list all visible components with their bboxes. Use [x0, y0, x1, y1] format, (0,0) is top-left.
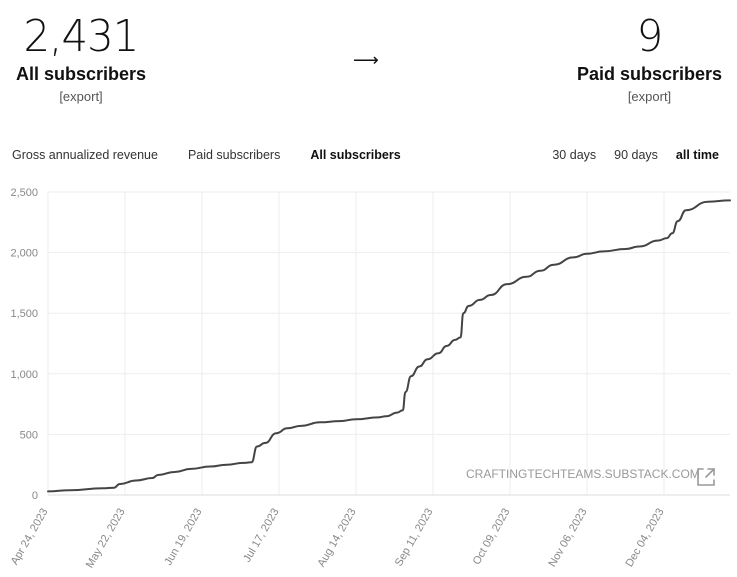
paid-subscribers-label: Paid subscribers [576, 64, 723, 84]
paid-subscribers-stat: 9 Paid subscribers [export] [562, 10, 737, 106]
all-subscribers-label: All subscribers [15, 64, 147, 84]
range-90-days[interactable]: 90 days [614, 148, 658, 162]
y-tick-label: 1,000 [10, 369, 38, 381]
y-tick-label: 0 [32, 490, 38, 502]
x-tick-label: Jun 19, 2023 [162, 507, 204, 568]
all-subscribers-count: 2,431 [23, 11, 140, 62]
arrow-right-icon: ⟶ [353, 50, 379, 70]
x-tick-label: Sep 11, 2023 [393, 507, 436, 569]
x-tick-label: Apr 24, 2023 [9, 507, 51, 568]
x-tick-label: Oct 09, 2023 [471, 507, 513, 568]
export-all-subscribers-link[interactable]: [export] [59, 89, 103, 104]
toggle-paid-subscribers[interactable]: Paid subscribers [187, 148, 281, 162]
paid-subscribers-count: 9 [636, 11, 664, 62]
external-link-icon [697, 468, 715, 486]
x-tick-label: May 22, 2023 [84, 507, 128, 571]
subscriber-growth-chart: 0 500 1,000 1,500 2,000 2,500 Apr 24, 2023 May… [9, 187, 731, 571]
chart-grid [47, 191, 730, 496]
y-axis-ticks: 0 500 1,000 1,500 2,000 2,500 [10, 187, 38, 502]
y-tick-label: 2,500 [10, 187, 38, 199]
x-tick-label: Jul 17, 2023 [241, 507, 281, 565]
toggle-gross-annualized-revenue[interactable]: Gross annualized revenue [12, 148, 158, 162]
toggle-all-subscribers[interactable]: All subscribers [310, 148, 401, 162]
x-axis-ticks: Apr 24, 2023 May 22, 2023 Jun 19, 2023 Jul … [9, 507, 667, 571]
y-tick-label: 500 [20, 429, 38, 441]
y-tick-label: 2,000 [10, 248, 38, 260]
range-all-time[interactable]: all time [675, 148, 719, 162]
x-tick-label: Aug 14, 2023 [315, 507, 358, 570]
range-30-days[interactable]: 30 days [552, 148, 597, 162]
export-paid-subscribers-link[interactable]: [export] [627, 89, 672, 104]
watermark[interactable]: CRAFTINGTECHTEAMS.SUBSTACK.COM [466, 467, 715, 486]
series-line-all-subscribers [47, 199, 731, 493]
range-toggle-group: 30 days 90 days all time [534, 148, 719, 162]
metric-toggle-group: Gross annualized revenue Paid subscribers… [12, 148, 401, 162]
all-subscribers-stat: 2,431 All subscribers [export] [0, 10, 162, 106]
x-tick-label: Nov 06, 2023 [546, 507, 589, 570]
x-tick-label: Dec 04, 2023 [623, 507, 666, 570]
y-tick-label: 1,500 [10, 308, 38, 320]
watermark-text: CRAFTINGTECHTEAMS.SUBSTACK.COM [466, 467, 700, 481]
